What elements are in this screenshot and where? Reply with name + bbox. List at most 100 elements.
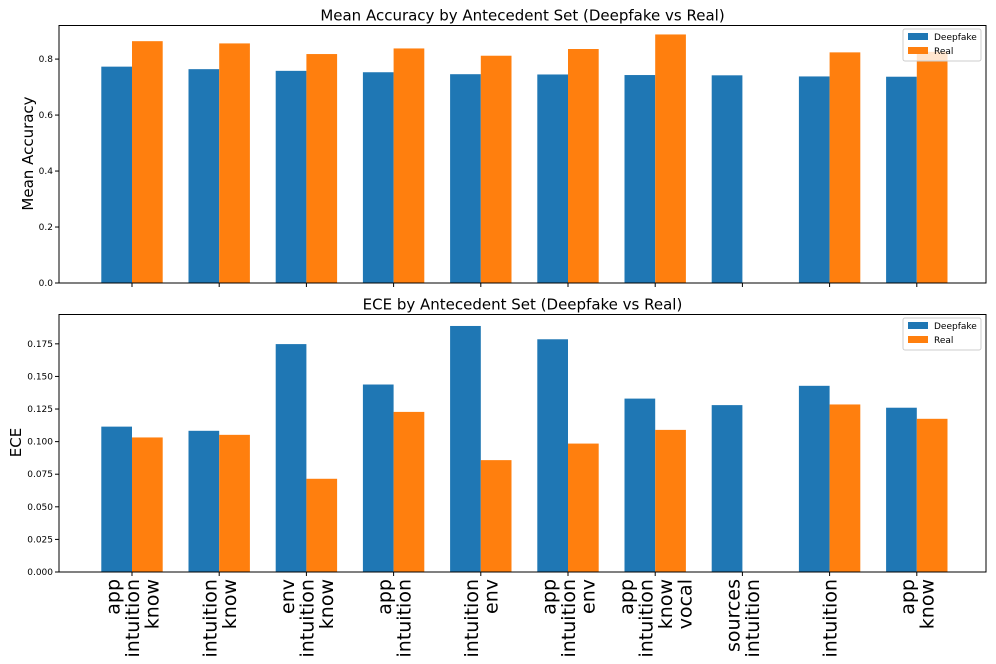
x-tick-label: intuition	[558, 579, 580, 658]
accuracy-bar-deepfake	[450, 74, 481, 284]
accuracy-y-tick-label: 0.2	[39, 223, 53, 233]
ece-bar-deepfake	[450, 325, 481, 572]
ece-legend: Deepfake Real	[902, 317, 982, 351]
ece-y-tick-label: 0.150	[27, 372, 53, 382]
ece-y-axis-label: ECE	[7, 428, 25, 457]
accuracy-legend: Deepfake Real	[902, 28, 982, 62]
ece-y-tick-label: 0.125	[27, 405, 53, 415]
ece-chart: ECE by Antecedent Set (Deepfake vs Real)…	[7, 296, 987, 578]
ece-bar-real	[480, 460, 512, 572]
ece-chart-title: ECE by Antecedent Set (Deepfake vs Real)	[363, 296, 683, 314]
x-tick-label: app	[374, 579, 396, 615]
x-tick-label: app	[103, 579, 125, 615]
x-tick-label: know	[316, 579, 338, 629]
accuracy-y-tick-label: 0.6	[39, 111, 54, 121]
x-tick-label: know	[917, 579, 939, 629]
ece-y-tick-label: 0.075	[27, 470, 53, 480]
ece-y-tick-label: 0.175	[27, 340, 53, 350]
x-tick-label: intuition	[461, 579, 483, 658]
accuracy-legend-swatch-deepfake	[908, 33, 928, 40]
ece-y-tick-label: 0.100	[27, 438, 53, 448]
ece-legend-swatch-deepfake	[908, 322, 928, 329]
ece-bar-deepfake	[188, 430, 220, 572]
accuracy-bar-deepfake	[188, 69, 220, 283]
ece-y-tick-label: 0.000	[27, 568, 53, 578]
accuracy-bar-real	[393, 48, 425, 284]
ece-bar-real	[829, 404, 861, 572]
ece-bar-deepfake	[711, 405, 743, 572]
x-tick-label: intuition	[199, 579, 221, 658]
ece-bar-real	[393, 411, 425, 572]
accuracy-bar-deepfake	[275, 70, 307, 283]
accuracy-bar-real	[306, 54, 338, 283]
x-tick-label: env	[481, 579, 503, 614]
accuracy-bar-real	[655, 34, 686, 284]
ece-bars	[101, 325, 948, 576]
ece-legend-label-real: Real	[934, 336, 953, 346]
accuracy-bar-deepfake	[798, 76, 830, 283]
x-tick-label-group: intuition	[820, 579, 842, 658]
accuracy-legend-label-deepfake: Deepfake	[934, 33, 977, 43]
accuracy-bar-real	[219, 43, 250, 284]
ece-bar-real	[132, 437, 163, 572]
accuracy-bar-real	[568, 49, 599, 284]
x-tick-label: know	[655, 579, 677, 629]
x-tick-label: env	[277, 579, 299, 614]
accuracy-bar-real	[916, 51, 948, 283]
x-tick-label: know	[142, 579, 164, 629]
ece-legend-label-deepfake: Deepfake	[934, 322, 977, 332]
accuracy-bar-deepfake	[537, 74, 568, 283]
x-tick-label: intuition	[635, 579, 657, 658]
x-tick-label: app	[539, 579, 561, 615]
x-tick-label: intuition	[393, 579, 415, 658]
x-tick-label: app	[897, 579, 919, 615]
ece-bar-deepfake	[886, 407, 917, 572]
ece-bar-deepfake	[275, 344, 307, 572]
accuracy-bar-deepfake	[362, 72, 394, 283]
accuracy-y-tick-label: 0.0	[39, 279, 54, 289]
x-tick-label: app	[616, 579, 638, 615]
accuracy-bars	[101, 34, 948, 287]
accuracy-bar-deepfake	[624, 75, 656, 283]
accuracy-chart-title: Mean Accuracy by Antecedent Set (Deepfak…	[320, 7, 724, 25]
ece-bar-deepfake	[101, 426, 132, 572]
ece-y-ticks: 0.000 0.025 0.050 0.075 0.100 0.125 0.150 0.175	[27, 340, 59, 578]
ece-y-tick-label: 0.050	[27, 503, 53, 513]
x-tick-label: intuition	[296, 579, 318, 658]
accuracy-y-tick-label: 0.4	[39, 167, 54, 177]
accuracy-plot-frame	[58, 25, 987, 284]
accuracy-y-ticks: 0.0 0.2 0.4 0.6 0.8	[39, 55, 59, 289]
x-tick-label: intuition	[742, 579, 764, 658]
x-tick-label: vocal	[674, 579, 696, 629]
ece-bar-deepfake	[798, 385, 830, 572]
ece-bar-deepfake	[537, 339, 568, 572]
accuracy-legend-swatch-real	[908, 47, 928, 54]
accuracy-chart: Mean Accuracy by Antecedent Set (Deepfak…	[19, 7, 987, 289]
ece-y-tick-label: 0.025	[27, 535, 53, 545]
accuracy-bar-deepfake	[101, 66, 132, 284]
accuracy-bar-real	[480, 55, 512, 284]
accuracy-bar-real	[829, 52, 861, 283]
ece-bar-deepfake	[362, 384, 394, 572]
x-tick-label: env	[578, 579, 600, 614]
ece-legend-swatch-real	[908, 336, 928, 343]
accuracy-y-axis-label: Mean Accuracy	[19, 96, 37, 210]
x-tick-label: know	[219, 579, 241, 629]
accuracy-y-tick-label: 0.8	[39, 55, 54, 65]
accuracy-legend-label-real: Real	[934, 47, 953, 57]
accuracy-bar-deepfake	[711, 75, 743, 284]
x-tick-label: intuition	[122, 579, 144, 658]
ece-plot-frame	[58, 314, 987, 573]
ece-bar-real	[916, 418, 948, 572]
ece-bar-real	[306, 478, 338, 572]
